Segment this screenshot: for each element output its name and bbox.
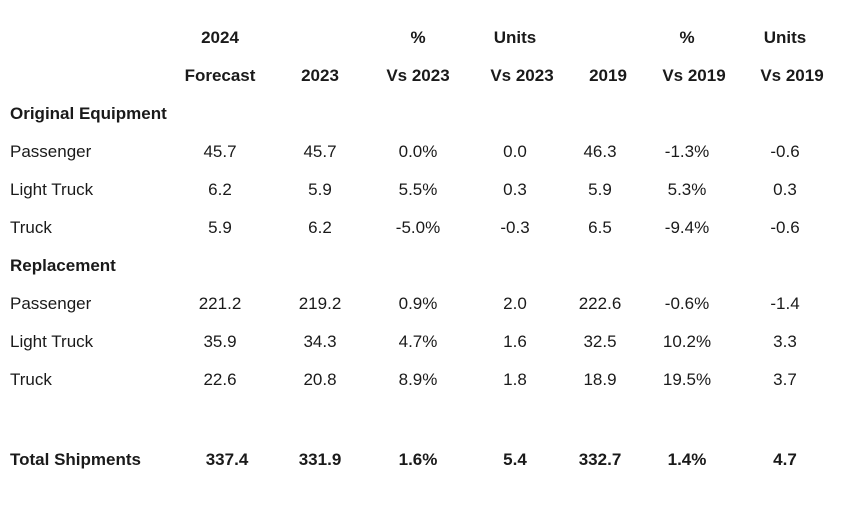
row-label: Light Truck [10, 180, 94, 199]
table-cell: 4.7% [398, 332, 438, 351]
table-cell: 3.3 [773, 332, 797, 351]
total-label: Total Shipments [10, 450, 141, 469]
total-cell: 331.9 [298, 450, 342, 469]
total-cell: 1.4% [667, 450, 707, 469]
table-cell: 22.6 [203, 370, 237, 389]
table-cell: 221.2 [198, 294, 242, 313]
row-label: Passenger [10, 294, 92, 313]
table-cell: 32.5 [583, 332, 617, 351]
row-label: Light Truck [10, 332, 94, 351]
table-cell: 0.9% [398, 294, 438, 313]
table-cell: 6.2 [308, 218, 332, 237]
header-top-pct-vs-2019: % [679, 28, 695, 47]
table-cell: 0.0 [503, 142, 527, 161]
table-cell: 6.2 [208, 180, 232, 199]
section-title-replacement: Replacement [10, 256, 116, 275]
table-cell: 1.8 [503, 370, 527, 389]
table-cell: 5.9 [588, 180, 612, 199]
table-cell: -5.0% [395, 218, 441, 237]
table-cell: 3.7 [773, 370, 797, 389]
header-top-2024: 2024 [201, 28, 239, 47]
table-cell: 2.0 [503, 294, 527, 313]
table-cell: 46.3 [583, 142, 617, 161]
table-cell: 20.8 [303, 370, 337, 389]
table-cell: 35.9 [203, 332, 237, 351]
table-cell: 5.9 [308, 180, 332, 199]
header-top-units-vs-2019: Units [763, 28, 807, 47]
row-label: Truck [10, 218, 52, 237]
table-cell: 222.6 [578, 294, 622, 313]
header-forecast: Forecast [184, 66, 256, 85]
table-cell: 0.3 [773, 180, 797, 199]
table-cell: 0.3 [503, 180, 527, 199]
header-2019: 2019 [589, 66, 627, 85]
header-top-pct-vs-2023: % [410, 28, 426, 47]
header-vs-2023-units: Vs 2023 [490, 66, 554, 85]
table-cell: -0.6 [770, 142, 800, 161]
table-cell: 5.9 [208, 218, 232, 237]
section-title-original-equipment: Original Equipment [10, 104, 167, 123]
header-top-units-vs-2023: Units [493, 28, 537, 47]
total-cell: 337.4 [205, 450, 249, 469]
header-vs-2019-units: Vs 2019 [760, 66, 824, 85]
table-cell: 8.9% [398, 370, 438, 389]
total-cell: 332.7 [578, 450, 622, 469]
header-vs-2023-pct: Vs 2023 [386, 66, 450, 85]
table-cell: -9.4% [664, 218, 710, 237]
table-cell: 5.3% [667, 180, 707, 199]
total-cell: 4.7 [773, 450, 797, 469]
table-cell: 45.7 [203, 142, 237, 161]
total-cell: 5.4 [503, 450, 527, 469]
table-cell: 18.9 [583, 370, 617, 389]
table-cell: 219.2 [298, 294, 342, 313]
row-label: Passenger [10, 142, 92, 161]
table-cell: -1.3% [664, 142, 710, 161]
table-cell: -0.6% [664, 294, 710, 313]
header-2023: 2023 [301, 66, 339, 85]
row-label: Truck [10, 370, 52, 389]
table-cell: -0.6 [770, 218, 800, 237]
table-cell: -1.4 [770, 294, 800, 313]
table-cell: 19.5% [662, 370, 712, 389]
table-cell: 34.3 [303, 332, 337, 351]
header-vs-2019-pct: Vs 2019 [662, 66, 726, 85]
table-cell: 45.7 [303, 142, 337, 161]
table-cell: 6.5 [588, 218, 612, 237]
table-cell: 0.0% [398, 142, 438, 161]
total-cell: 1.6% [398, 450, 438, 469]
table-cell: 10.2% [662, 332, 712, 351]
table-cell: 1.6 [503, 332, 527, 351]
table-cell: -0.3 [500, 218, 530, 237]
table-cell: 5.5% [398, 180, 438, 199]
